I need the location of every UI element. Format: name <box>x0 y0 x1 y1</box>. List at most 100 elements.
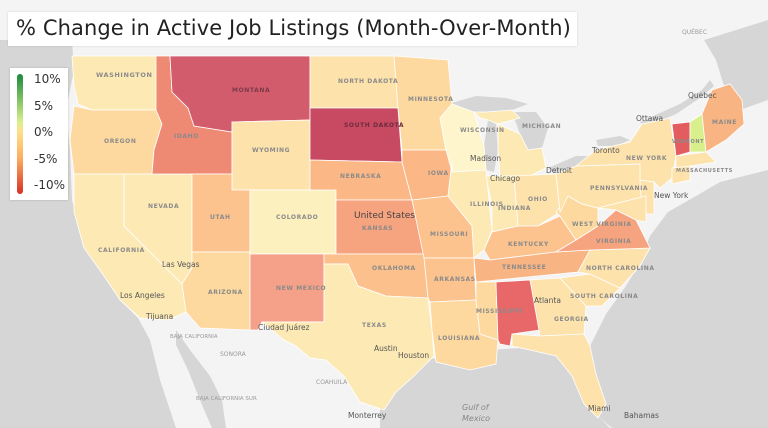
label-arkansas: ARKANSAS <box>434 276 476 283</box>
place-baja-california: BAJA CALIFORNIA <box>170 334 218 340</box>
label-ohio: OHIO <box>528 196 548 203</box>
place-chicago: Chicago <box>490 174 521 183</box>
label-indiana: INDIANA <box>498 205 531 212</box>
legend-gradient-bar <box>17 74 23 194</box>
label-utah: UTAH <box>210 214 231 221</box>
gulf-of-st-lawrence <box>704 20 768 110</box>
label-oklahoma: OKLAHOMA <box>372 265 416 272</box>
label-pennsylvania: PENNSYLVANIA <box>590 185 648 192</box>
label-california: CALIFORNIA <box>98 247 145 254</box>
state-connecticut[interactable] <box>671 165 691 185</box>
state-florida[interactable] <box>511 333 607 419</box>
state-virginia[interactable] <box>555 209 651 253</box>
state-washington[interactable] <box>71 55 159 111</box>
lake-ontario <box>596 136 630 146</box>
place-las-vegas: Las Vegas <box>162 260 200 269</box>
label-minnesota: MINNESOTA <box>408 96 453 103</box>
label-texas: TEXAS <box>362 322 387 329</box>
label-new-york: NEW YORK <box>626 155 667 162</box>
state-south-dakota[interactable] <box>309 107 403 163</box>
state-south-carolina[interactable] <box>559 273 621 307</box>
map-title-box: % Change in Active Job Listings (Month-O… <box>8 12 577 46</box>
atlantic-ocean <box>586 170 768 428</box>
place-miami: Miami <box>588 404 611 413</box>
state-ohio[interactable] <box>513 173 561 227</box>
place-toronto: Toronto <box>591 146 620 155</box>
label-iowa: IOWA <box>428 170 449 177</box>
place-monterrey: Monterrey <box>348 411 387 420</box>
label-idaho: IDAHO <box>174 133 199 140</box>
state-new-york[interactable] <box>574 117 677 189</box>
label-maine: MAINE <box>712 119 737 126</box>
label-wyoming: WYOMING <box>252 147 290 154</box>
label-new-mexico: NEW MEXICO <box>276 285 326 292</box>
lake-superior <box>448 96 528 112</box>
label-missouri: MISSOURI <box>430 231 468 238</box>
label-massachusetts: MASSACHUSETTS <box>676 168 733 174</box>
legend-tick-neg5: -5% <box>34 152 58 166</box>
gulf-of-mexico <box>380 348 610 428</box>
state-colorado[interactable] <box>249 189 337 255</box>
label-louisiana: LOUISIANA <box>438 335 480 342</box>
place-mexico-gulf: Mexico <box>462 414 490 423</box>
label-montana: MONTANA <box>232 87 270 94</box>
label-north-carolina: NORTH CAROLINA <box>586 265 655 272</box>
label-south-carolina: SOUTH CAROLINA <box>570 293 638 300</box>
label-colorado: COLORADO <box>276 214 318 221</box>
label-virginia: VIRGINIA <box>596 238 631 245</box>
state-layer <box>69 55 745 419</box>
place-sonora: SONORA <box>220 351 247 358</box>
label-wisconsin: WISCONSIN <box>460 127 505 134</box>
map-title: % Change in Active Job Listings (Month-O… <box>16 16 571 40</box>
place-united-states: United States <box>354 211 415 221</box>
state-mississippi[interactable] <box>475 281 499 341</box>
gulf-of-california <box>176 330 226 428</box>
lake-erie <box>548 156 590 174</box>
label-vermont: VERMONT <box>672 139 704 145</box>
label-michigan: MICHIGAN <box>522 123 561 130</box>
st-lawrence-river <box>640 80 714 128</box>
state-wisconsin[interactable] <box>439 103 487 173</box>
state-maryland[interactable] <box>597 195 647 223</box>
lake-huron <box>512 112 548 150</box>
place-gulf-of: Gulf of <box>462 403 490 412</box>
color-legend: 10% 5% 0% -5% -10% <box>10 68 68 200</box>
label-nevada: NEVADA <box>148 203 179 210</box>
label-north-dakota: NORTH DAKOTA <box>338 78 398 85</box>
place-label-layer: Ottawa Quebec QUÉBEC Toronto Chicago Det… <box>120 28 717 423</box>
legend-tick-5: 5% <box>34 99 54 113</box>
lake-michigan <box>484 120 498 172</box>
label-arizona: ARIZONA <box>208 289 243 296</box>
place-austin: Austin <box>374 344 398 353</box>
state-michigan-up[interactable] <box>473 109 521 125</box>
place-ciudad-juarez: Ciudad Juárez <box>258 323 310 332</box>
place-quebec-province: QUÉBEC <box>682 28 707 36</box>
place-tijuana: Tijuana <box>145 312 173 321</box>
state-michigan[interactable] <box>497 123 547 177</box>
label-nebraska: NEBRASKA <box>340 173 381 180</box>
state-new-mexico[interactable] <box>249 253 325 331</box>
state-massachusetts[interactable] <box>675 151 717 169</box>
label-west-virginia: WEST VIRGINIA <box>572 221 632 228</box>
legend-tick-10: 10% <box>34 72 61 86</box>
label-oregon: OREGON <box>104 138 136 145</box>
place-quebec-city: Quebec <box>688 91 717 100</box>
place-atlanta: Atlanta <box>534 296 561 305</box>
state-texas[interactable] <box>260 263 435 411</box>
label-kansas: KANSAS <box>362 225 393 232</box>
label-tennessee: TENNESSEE <box>502 264 546 271</box>
place-ottawa: Ottawa <box>636 114 663 123</box>
place-houston: Houston <box>398 351 429 360</box>
place-new-york: New York <box>654 191 689 200</box>
state-maine[interactable] <box>701 83 745 153</box>
label-kentucky: KENTUCKY <box>508 241 549 248</box>
state-wyoming[interactable] <box>231 119 311 191</box>
legend-tick-neg10: -10% <box>34 178 66 192</box>
place-los-angeles: Los Angeles <box>120 291 165 300</box>
label-mississippi: MISSISSIPPI <box>476 308 523 315</box>
place-coahuila: COAHUILA <box>316 379 348 386</box>
legend-tick-0: 0% <box>34 125 54 139</box>
state-georgia[interactable] <box>529 277 587 337</box>
label-illinois: ILLINOIS <box>470 201 504 208</box>
